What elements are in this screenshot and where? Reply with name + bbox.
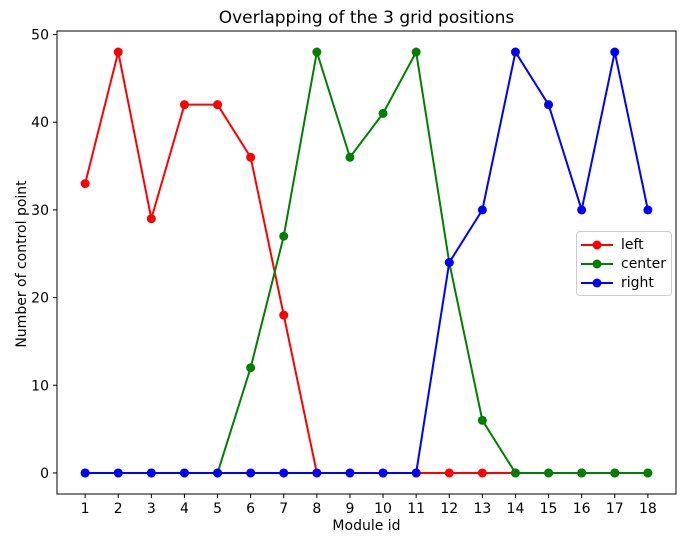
legend-label-left: left <box>621 236 644 253</box>
x-tick-label: 9 <box>345 501 354 517</box>
legend-line-marker-left <box>581 240 613 250</box>
x-tick-label: 13 <box>473 501 491 517</box>
x-tick-label: 10 <box>374 501 392 517</box>
legend: left center right <box>576 231 672 296</box>
data-point-right <box>411 468 421 478</box>
legend-entry-center: center <box>577 255 671 273</box>
data-point-center <box>610 468 620 478</box>
x-tick-label: 4 <box>180 501 189 517</box>
x-tick-label: 11 <box>407 501 425 517</box>
data-point-center <box>378 108 388 118</box>
legend-line-marker-right <box>581 278 613 288</box>
data-point-right <box>113 468 123 478</box>
data-point-right <box>279 468 289 478</box>
data-point-center <box>544 468 554 478</box>
legend-label-center: center <box>621 255 667 272</box>
data-point-right <box>246 468 256 478</box>
x-tick-label: 5 <box>213 501 222 517</box>
data-point-left <box>246 152 256 162</box>
data-point-center <box>643 468 653 478</box>
y-tick-label: 20 <box>31 291 49 307</box>
data-point-left <box>179 100 189 110</box>
legend-line-marker-center <box>581 259 613 269</box>
data-point-center <box>577 468 587 478</box>
data-point-left <box>279 310 289 320</box>
y-tick-label: 40 <box>31 115 49 131</box>
x-tick-label: 6 <box>246 501 255 517</box>
data-point-right <box>80 468 90 478</box>
data-point-center <box>477 415 487 425</box>
axes-frame <box>56 30 677 495</box>
data-point-right <box>345 468 355 478</box>
data-point-right <box>510 47 520 57</box>
x-tick-label: 15 <box>540 501 558 517</box>
data-point-left <box>113 47 123 57</box>
series-line-right <box>85 49 649 474</box>
y-tick-label: 10 <box>31 378 49 394</box>
x-tick-label: 3 <box>147 501 156 517</box>
data-point-left <box>80 179 90 189</box>
data-point-right <box>577 205 587 215</box>
data-point-center <box>510 468 520 478</box>
legend-entry-right: right <box>577 274 671 292</box>
data-point-right <box>312 468 322 478</box>
x-tick-label: 12 <box>440 501 458 517</box>
data-point-left <box>477 468 487 478</box>
data-point-center <box>345 152 355 162</box>
data-point-right <box>610 47 620 57</box>
x-tick-label: 18 <box>639 501 657 517</box>
x-tick-label: 1 <box>81 501 90 517</box>
data-point-right <box>213 468 223 478</box>
data-point-right <box>643 205 653 215</box>
data-point-right <box>544 100 554 110</box>
legend-entry-left: left <box>577 236 671 254</box>
data-point-right <box>444 258 454 267</box>
x-tick-label: 17 <box>606 501 624 517</box>
legend-label-right: right <box>621 274 654 291</box>
data-point-right <box>378 468 388 478</box>
series-line-left <box>84 51 648 474</box>
x-tick-label: 8 <box>312 501 321 517</box>
data-point-right <box>477 205 487 215</box>
y-tick-label: 50 <box>31 28 49 44</box>
x-tick-label: 16 <box>573 501 591 517</box>
x-tick-label: 14 <box>507 501 525 517</box>
data-point-left <box>444 468 454 478</box>
data-point-center <box>279 231 289 241</box>
y-tick-label: 30 <box>31 203 49 219</box>
data-point-right <box>146 468 156 478</box>
x-tick-label: 7 <box>279 501 288 517</box>
x-tick-label: 2 <box>114 501 123 517</box>
series-line-center <box>85 48 648 474</box>
data-point-left <box>213 100 223 110</box>
data-point-center <box>246 363 256 373</box>
data-point-center <box>411 47 421 57</box>
y-tick-label: 0 <box>40 466 49 482</box>
data-point-left <box>146 214 156 224</box>
chart-title: Overlapping of the 3 grid positions <box>218 8 515 28</box>
data-point-center <box>312 47 322 57</box>
x-axis-label: Module id <box>332 518 401 534</box>
data-point-right <box>179 468 189 478</box>
